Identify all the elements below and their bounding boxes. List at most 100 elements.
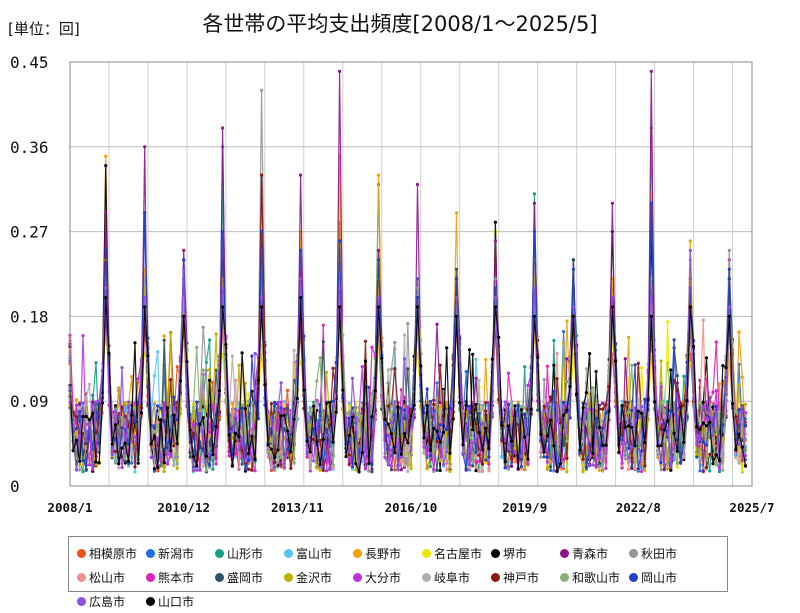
data-point	[484, 444, 488, 448]
data-point	[237, 363, 241, 367]
data-point	[230, 464, 234, 468]
data-point	[480, 462, 484, 466]
data-point	[393, 367, 397, 371]
data-point	[126, 464, 131, 468]
data-point	[191, 405, 195, 410]
data-point	[659, 468, 663, 472]
data-point	[672, 431, 676, 435]
data-point	[506, 402, 510, 407]
data-point	[279, 465, 283, 469]
data-point	[273, 456, 277, 460]
data-point	[523, 467, 527, 471]
data-point	[370, 462, 374, 466]
data-point	[146, 404, 150, 408]
data-point	[708, 400, 712, 404]
legend-item: 大分市	[353, 565, 422, 589]
data-point	[91, 411, 95, 415]
data-point	[461, 443, 465, 447]
data-point	[402, 432, 407, 436]
data-point	[656, 452, 660, 457]
data-point	[412, 412, 416, 416]
data-point	[363, 359, 368, 363]
data-point	[97, 399, 101, 403]
data-point	[549, 465, 553, 469]
data-point	[636, 467, 640, 471]
data-point	[162, 469, 166, 474]
data-point	[201, 325, 205, 329]
data-point	[204, 416, 208, 421]
data-point	[432, 426, 436, 430]
data-point	[623, 457, 627, 461]
data-point	[549, 434, 553, 438]
data-point	[389, 468, 394, 472]
data-point	[627, 424, 631, 428]
data-point	[467, 404, 472, 408]
data-point	[669, 465, 673, 469]
data-point	[636, 361, 640, 365]
data-point	[81, 462, 85, 466]
data-point	[230, 354, 234, 358]
data-point	[438, 400, 442, 405]
legend-label: 大分市	[365, 570, 402, 585]
data-point	[91, 468, 95, 472]
data-point	[691, 396, 696, 400]
legend-label: 岐阜市	[434, 570, 471, 585]
data-point	[269, 453, 273, 457]
legend-marker-icon	[560, 548, 569, 558]
data-point	[363, 415, 368, 419]
data-point	[724, 366, 728, 370]
data-point	[662, 463, 666, 467]
data-point	[666, 467, 670, 471]
data-point	[74, 403, 79, 407]
data-point	[513, 404, 517, 408]
data-point	[704, 356, 709, 360]
data-point	[743, 464, 748, 468]
data-point	[175, 462, 179, 466]
data-point	[237, 466, 241, 470]
legend-label: 広島市	[89, 594, 126, 609]
data-point	[208, 465, 212, 469]
data-point	[627, 467, 631, 472]
data-point	[250, 458, 254, 462]
data-point	[500, 456, 504, 460]
data-point	[601, 426, 605, 430]
data-point	[113, 446, 118, 450]
data-point	[630, 425, 634, 429]
data-point	[552, 338, 556, 343]
data-point	[399, 458, 403, 462]
data-point	[422, 445, 426, 449]
data-point	[292, 417, 296, 421]
data-point	[133, 401, 137, 405]
data-point	[302, 388, 306, 392]
data-point	[493, 286, 497, 290]
data-point	[136, 461, 140, 465]
legend-label: 堺市	[503, 546, 528, 561]
data-point	[698, 427, 702, 431]
data-point	[435, 322, 439, 326]
data-point	[633, 419, 637, 423]
data-point	[630, 445, 634, 449]
data-point	[549, 403, 553, 407]
data-point	[78, 459, 82, 463]
data-point	[253, 469, 257, 473]
data-point	[477, 431, 481, 435]
data-point	[94, 431, 98, 435]
data-point	[191, 455, 195, 459]
data-point	[299, 296, 303, 300]
data-point	[503, 400, 507, 404]
data-point	[441, 389, 446, 393]
data-point	[584, 465, 589, 469]
data-point	[292, 348, 296, 352]
data-point	[516, 467, 520, 471]
data-point	[454, 277, 459, 281]
data-point	[156, 404, 160, 408]
data-point	[523, 435, 527, 439]
data-point	[474, 376, 478, 380]
data-point	[545, 364, 550, 368]
data-point	[133, 420, 137, 424]
data-point	[445, 401, 449, 405]
data-point	[315, 398, 319, 402]
data-point	[591, 463, 595, 467]
data-point	[338, 239, 342, 243]
data-point	[331, 463, 335, 467]
